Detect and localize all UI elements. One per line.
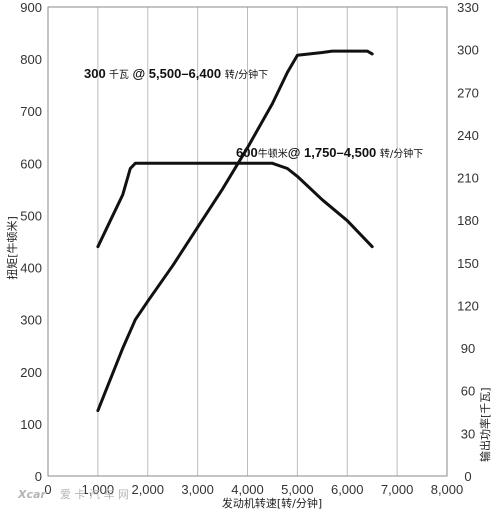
y-left-axis-title: 扭矩[牛顿米] — [5, 216, 19, 280]
y-right-tick-label: 120 — [457, 298, 479, 313]
y-right-tick-label: 150 — [457, 256, 479, 271]
x-tick-label: 7,000 — [381, 482, 414, 497]
y-right-tick-label: 30 — [461, 426, 475, 441]
torque-annotation-unit: 牛顿米 — [258, 147, 288, 160]
torque-annotation-rpm-unit: 转/分钟下 — [380, 147, 423, 160]
x-axis-title: 发动机转速[转/分钟] — [222, 496, 322, 510]
y-left-tick-label: 300 — [20, 313, 42, 328]
x-tick-label: 4,000 — [231, 482, 264, 497]
power-annotation-value: 300 — [84, 66, 106, 81]
watermark-text: 爱 卡 汽 车 网 — [60, 487, 129, 501]
x-tick-label: 2,000 — [131, 482, 164, 497]
y-left-tick-label: 0 — [35, 469, 42, 484]
y-left-tick-label: 900 — [20, 0, 42, 15]
x-tick-label: 5,000 — [281, 482, 314, 497]
y-left-tick-label: 400 — [20, 261, 42, 276]
y-left-tick-label: 700 — [20, 104, 42, 119]
x-tick-label: 0 — [44, 482, 51, 497]
plot-border — [47, 6, 448, 477]
power-annotation-rpm: @ 5,500–6,400 — [129, 66, 225, 81]
y-left-tick-label: 200 — [20, 365, 42, 380]
power-curve — [96, 49, 374, 413]
y-right-tick-labels: 0 30 60 90 120 150 180 210 240 270 300 330 — [457, 0, 479, 484]
y-left-tick-label: 800 — [20, 52, 42, 67]
y-right-tick-label: 90 — [461, 341, 475, 356]
power-annotation-unit: 千瓦 — [106, 69, 129, 81]
y-right-tick-label: 0 — [464, 469, 471, 484]
y-right-tick-label: 180 — [457, 213, 479, 228]
y-right-tick-label: 270 — [457, 85, 479, 100]
series-lines — [96, 49, 374, 413]
y-left-tick-label: 600 — [20, 156, 42, 171]
power-annotation-rpm-unit: 转/分钟下 — [225, 68, 268, 81]
x-tick-label: 1,000 — [82, 482, 115, 497]
grid-lines — [97, 7, 398, 476]
watermark: Xcar 爱 卡 汽 车 网 — [17, 487, 129, 501]
power-annotation: 300 千瓦 @ 5,500–6,400 转/分钟下 — [84, 66, 268, 81]
watermark-logo: Xcar — [17, 488, 46, 501]
x-tick-labels: 0 1,000 2,000 3,000 4,000 5,000 6,000 7,000 8,00… — [44, 482, 463, 497]
y-right-tick-label: 330 — [457, 0, 479, 15]
y-right-axis-title: 输出功率[千瓦] — [478, 387, 492, 462]
y-left-tick-labels: 0 100 200 300 400 500 600 700 800 900 — [20, 0, 42, 484]
y-right-tick-label: 300 — [457, 43, 479, 58]
torque-annotation: 600牛顿米@ 1,750–4,500 转/分钟下 — [236, 145, 423, 160]
y-left-tick-label: 100 — [20, 417, 42, 432]
torque-annotation-value: 600 — [236, 145, 258, 160]
torque-curve — [96, 161, 374, 249]
torque-annotation-rpm: @ 1,750–4,500 — [288, 145, 380, 160]
x-tick-label: 6,000 — [331, 482, 364, 497]
plot-frame — [47, 6, 448, 477]
y-left-tick-label: 500 — [20, 208, 42, 223]
y-right-tick-label: 60 — [461, 384, 475, 399]
y-right-tick-label: 210 — [457, 171, 479, 186]
x-tick-label: 8,000 — [431, 482, 464, 497]
y-right-tick-label: 240 — [457, 128, 479, 143]
x-tick-label: 3,000 — [181, 482, 214, 497]
